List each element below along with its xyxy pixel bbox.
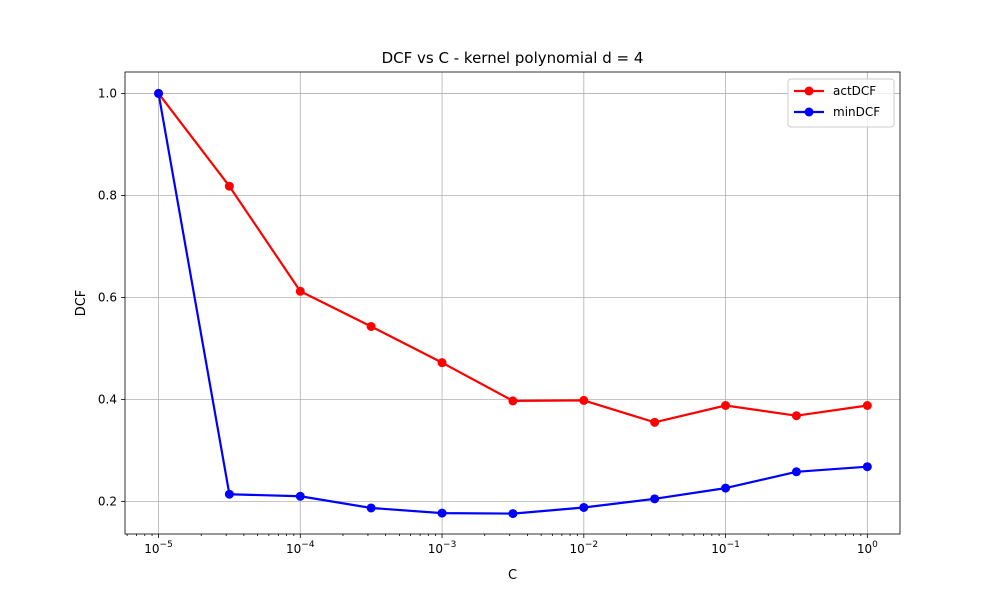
data-point — [579, 395, 589, 405]
x-axis-label: C — [508, 568, 517, 583]
data-point — [862, 462, 872, 472]
data-point — [224, 181, 234, 191]
data-point — [366, 321, 376, 331]
data-point — [791, 467, 801, 477]
x-tick-label: 10−1 — [711, 540, 740, 556]
y-axis-label: DCF — [74, 290, 89, 317]
data-point — [508, 396, 518, 406]
data-point — [650, 417, 660, 427]
plot-frame — [124, 71, 901, 535]
x-tick-label: 100 — [857, 540, 878, 556]
legend-marker — [804, 107, 814, 117]
y-axis: 0.2 0.4 0.6 0.8 1.0 — [98, 86, 125, 508]
legend-label: minDCF — [833, 105, 880, 119]
data-point — [437, 358, 447, 368]
data-point — [650, 494, 660, 504]
chart-title: DCF vs C - kernel polynomial d = 4 — [382, 49, 644, 67]
series-layer — [154, 88, 872, 519]
legend-label: actDCF — [833, 84, 876, 98]
series-actDCF — [154, 88, 872, 427]
y-tick-label: 1.0 — [98, 86, 117, 100]
x-tick-label: 10−2 — [570, 540, 599, 556]
data-point — [862, 400, 872, 410]
data-point — [721, 400, 731, 410]
grid — [125, 72, 900, 534]
data-point — [508, 509, 518, 519]
legend-item-actDCF: actDCF — [794, 84, 876, 98]
x-tick-label: 10−4 — [286, 540, 315, 556]
legend: actDCF minDCF — [787, 78, 895, 128]
y-tick-label: 0.4 — [98, 392, 117, 406]
data-point — [366, 503, 376, 513]
legend-marker — [804, 86, 814, 96]
data-point — [154, 88, 164, 98]
x-tick-label: 10−5 — [144, 540, 173, 556]
data-point — [791, 411, 801, 421]
data-point — [295, 286, 305, 296]
y-tick-label: 0.6 — [98, 290, 117, 304]
y-tick-label: 0.8 — [98, 188, 117, 202]
x-axis: 10−5 10−4 10−3 10−2 10−1 100 — [126, 534, 878, 556]
y-tick-label: 0.2 — [98, 494, 117, 508]
data-point — [721, 483, 731, 493]
data-point — [437, 508, 447, 518]
x-tick-label: 10−3 — [428, 540, 457, 556]
data-point — [295, 491, 305, 501]
series-minDCF — [154, 88, 872, 519]
legend-item-minDCF: minDCF — [794, 105, 880, 119]
data-point — [224, 489, 234, 499]
data-point — [579, 502, 589, 512]
